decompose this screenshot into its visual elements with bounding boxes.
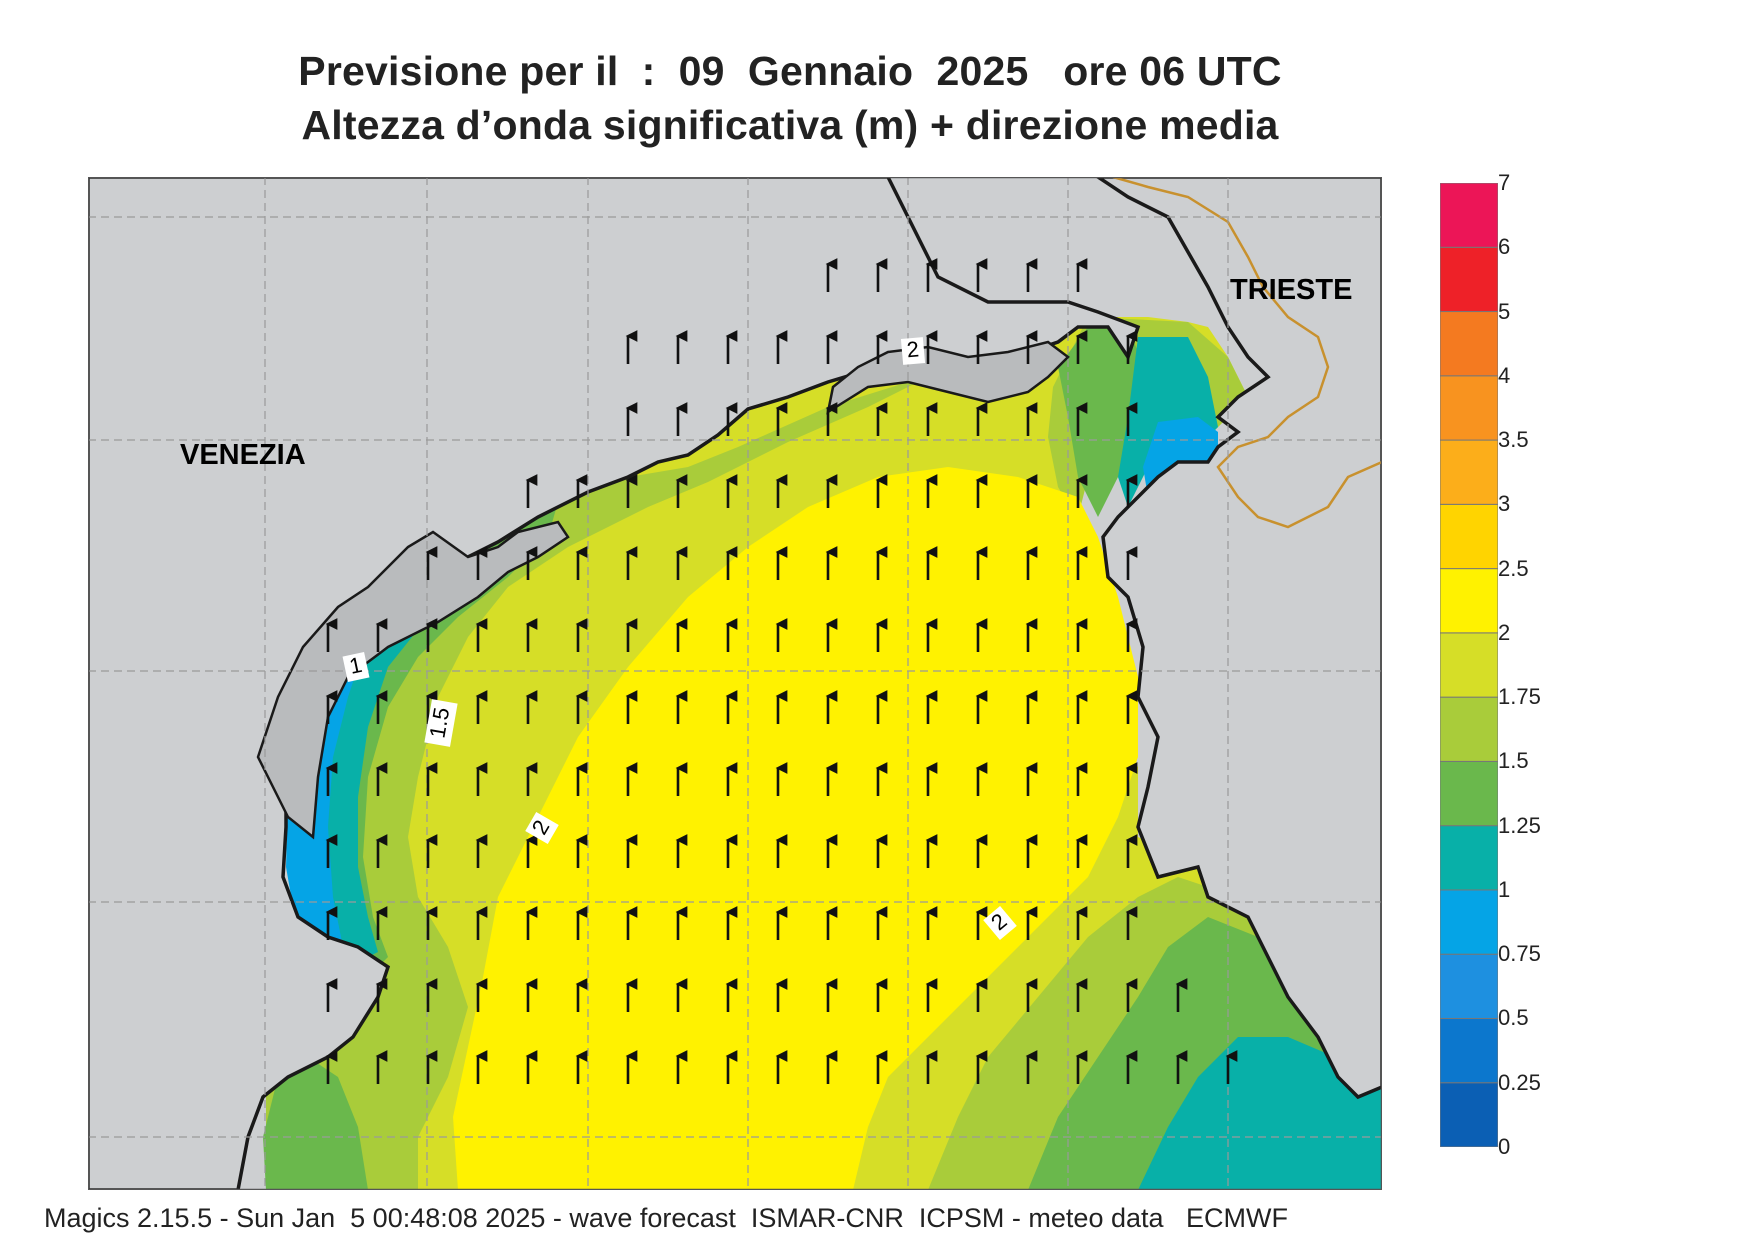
land-istria <box>1094 177 1382 1100</box>
wave-map-svg: 1 1.5 2 2 2 VENEZIA TRIESTE <box>88 177 1382 1190</box>
map-frame <box>88 177 1382 1190</box>
map-title: Previsione per il : 09 Gennaio 2025 ore … <box>298 48 1282 94</box>
contour-label-2-north: 2 <box>906 336 920 362</box>
wave-map: 1 1.5 2 2 2 VENEZIA TRIESTE <box>88 177 1382 1190</box>
sea-band-2.0 <box>453 467 1138 1190</box>
legend-label: 5 <box>1498 298 1511 324</box>
land-marano-lagoon <box>826 340 1070 415</box>
legend-swatch <box>1440 439 1498 505</box>
legend-label: 3.5 <box>1498 427 1529 453</box>
legend-swatch <box>1440 183 1498 248</box>
legend-label: 0.75 <box>1498 941 1541 967</box>
legend-label: 2.5 <box>1498 555 1529 581</box>
legend-label: 1.25 <box>1498 812 1541 838</box>
color-legend-bar <box>1440 183 1498 1147</box>
legend-swatch <box>1440 1082 1498 1147</box>
city-label-trieste: TRIESTE <box>1230 274 1352 306</box>
contour-label-1.5: 1.5 <box>424 705 454 739</box>
legend-label: 6 <box>1498 234 1511 260</box>
contour-label-1: 1 <box>347 652 364 679</box>
legend-label: 3 <box>1498 491 1511 517</box>
legend-swatch <box>1440 503 1498 570</box>
legend-swatch <box>1440 760 1498 827</box>
legend-label: 0.5 <box>1498 1005 1529 1031</box>
legend-swatch <box>1440 311 1498 377</box>
legend-label: 7 <box>1498 170 1511 195</box>
legend-swatch <box>1440 696 1498 762</box>
legend-swatch <box>1440 375 1498 441</box>
city-label-venezia: VENEZIA <box>180 439 306 471</box>
legend-swatch <box>1440 1017 1498 1084</box>
legend-label: 4 <box>1498 362 1511 388</box>
legend-swatch <box>1440 568 1498 634</box>
contour-label-group: 1 1.5 2 2 2 <box>342 336 1017 941</box>
wave-direction-arrows <box>325 258 1238 1084</box>
legend-swatch <box>1440 632 1498 698</box>
legend-label: 2 <box>1498 619 1511 645</box>
legend-swatch <box>1440 825 1498 891</box>
sea-band-1.0-southeast <box>1138 1037 1382 1190</box>
legend-label: 0.25 <box>1498 1069 1541 1095</box>
legend-swatch <box>1440 246 1498 313</box>
legend-swatch <box>1440 889 1498 955</box>
map-subtitle: Altezza d’onda significativa (m) + direz… <box>301 102 1279 148</box>
legend-label: 1.75 <box>1498 684 1541 710</box>
legend-label: 1 <box>1498 876 1511 902</box>
legend-swatch <box>1440 953 1498 1019</box>
sea-band-1.25-southwest <box>263 1057 368 1190</box>
legend-label: 1.5 <box>1498 748 1529 774</box>
legend-label: 0 <box>1498 1134 1511 1159</box>
sea-band-1.25-trieste <box>1058 327 1148 517</box>
sea-band-1.0-west <box>288 547 488 967</box>
footer-credits: Magics 2.15.5 - Sun Jan 5 00:48:08 2025 … <box>44 1203 1288 1233</box>
